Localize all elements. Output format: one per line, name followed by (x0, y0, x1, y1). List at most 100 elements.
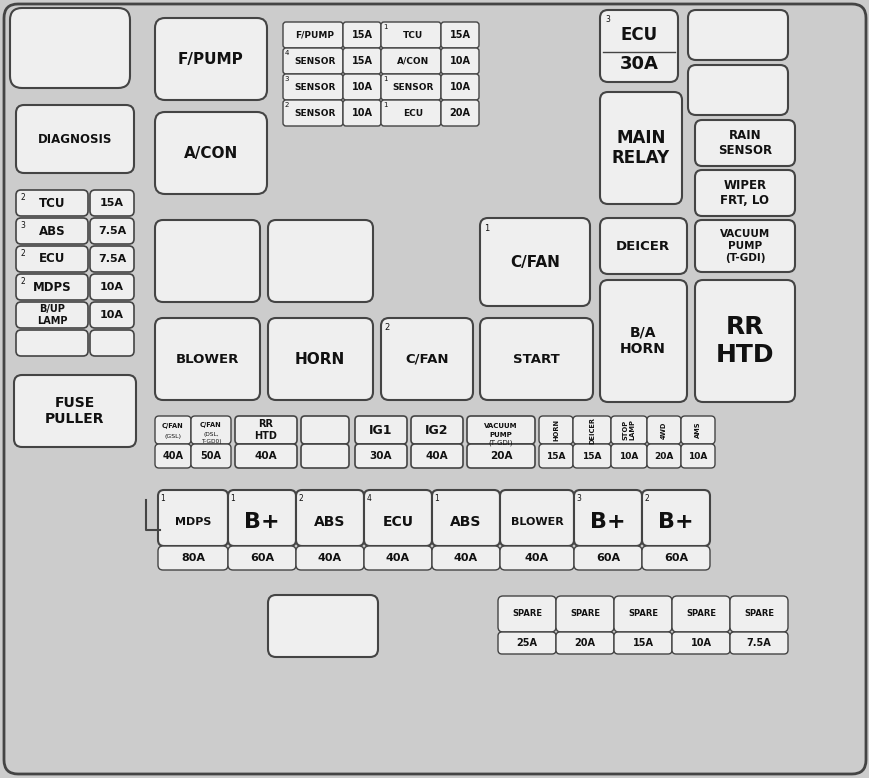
Text: HORN: HORN (553, 419, 559, 441)
FancyBboxPatch shape (671, 632, 729, 654)
FancyBboxPatch shape (16, 274, 88, 300)
Text: 40A: 40A (163, 451, 183, 461)
Text: 1: 1 (382, 24, 387, 30)
Text: FUSE
PULLER: FUSE PULLER (45, 396, 104, 426)
FancyBboxPatch shape (282, 74, 342, 100)
Text: 15A: 15A (100, 198, 124, 208)
Text: 1: 1 (434, 493, 439, 503)
Text: VACUUM: VACUUM (484, 423, 517, 429)
FancyBboxPatch shape (16, 330, 88, 356)
Text: WIPER
FRT, LO: WIPER FRT, LO (720, 179, 768, 207)
FancyBboxPatch shape (680, 416, 714, 444)
FancyBboxPatch shape (432, 546, 500, 570)
Text: 30A: 30A (619, 55, 658, 73)
FancyBboxPatch shape (729, 596, 787, 632)
Text: 7.5A: 7.5A (97, 254, 126, 264)
FancyBboxPatch shape (694, 220, 794, 272)
Text: IG1: IG1 (368, 423, 392, 436)
Text: ABS: ABS (38, 225, 65, 237)
FancyBboxPatch shape (497, 596, 555, 632)
Text: F/PUMP: F/PUMP (295, 30, 334, 40)
Text: IG2: IG2 (425, 423, 448, 436)
FancyBboxPatch shape (441, 48, 479, 74)
FancyBboxPatch shape (573, 416, 610, 444)
FancyBboxPatch shape (158, 546, 228, 570)
Text: PUMP: PUMP (489, 432, 512, 438)
FancyBboxPatch shape (600, 92, 681, 204)
FancyBboxPatch shape (410, 416, 462, 444)
Text: 30A: 30A (369, 451, 392, 461)
Text: 15A: 15A (632, 638, 653, 648)
FancyBboxPatch shape (228, 490, 295, 546)
Text: 15A: 15A (449, 30, 470, 40)
Text: 2: 2 (21, 248, 25, 258)
Text: SPARE: SPARE (627, 609, 657, 619)
Text: 15A: 15A (581, 451, 601, 461)
Text: 40A: 40A (454, 553, 477, 563)
FancyBboxPatch shape (191, 416, 231, 444)
Text: 7.5A: 7.5A (746, 638, 771, 648)
Text: 1: 1 (382, 76, 387, 82)
FancyBboxPatch shape (191, 444, 231, 468)
FancyBboxPatch shape (301, 416, 348, 444)
Text: B/UP
LAMP: B/UP LAMP (36, 304, 67, 326)
Text: 4: 4 (366, 493, 371, 503)
Text: SPARE: SPARE (686, 609, 715, 619)
Text: 40A: 40A (386, 553, 409, 563)
Text: 60A: 60A (249, 553, 274, 563)
FancyBboxPatch shape (497, 632, 555, 654)
FancyBboxPatch shape (539, 444, 573, 468)
Text: SPARE: SPARE (743, 609, 773, 619)
Text: T-GD0): T-GD0) (201, 439, 221, 443)
FancyBboxPatch shape (355, 416, 407, 444)
Text: (T-GDI): (T-GDI) (488, 440, 513, 447)
FancyBboxPatch shape (671, 596, 729, 632)
FancyBboxPatch shape (155, 220, 260, 302)
Text: 3: 3 (21, 220, 25, 230)
Text: 10A: 10A (100, 310, 124, 320)
Text: F/PUMP: F/PUMP (178, 51, 243, 66)
Text: 10A: 10A (351, 82, 372, 92)
FancyBboxPatch shape (282, 100, 342, 126)
Text: HORN: HORN (295, 352, 345, 366)
Text: 2: 2 (644, 493, 648, 503)
FancyBboxPatch shape (363, 546, 432, 570)
Text: C/FAN: C/FAN (405, 352, 448, 366)
FancyBboxPatch shape (687, 65, 787, 115)
FancyBboxPatch shape (342, 48, 381, 74)
Text: ECU: ECU (402, 108, 422, 117)
Text: 15A: 15A (351, 30, 372, 40)
Text: TCU: TCU (39, 197, 65, 209)
Text: 10A: 10A (449, 56, 470, 66)
Text: A/CON: A/CON (396, 57, 428, 65)
FancyBboxPatch shape (600, 280, 687, 402)
FancyBboxPatch shape (158, 490, 228, 546)
Text: B+: B+ (589, 512, 625, 532)
Text: DIAGNOSIS: DIAGNOSIS (37, 132, 112, 145)
Text: TCU: TCU (402, 30, 422, 40)
Text: 40A: 40A (425, 451, 448, 461)
FancyBboxPatch shape (16, 246, 88, 272)
Text: B+: B+ (658, 512, 693, 532)
FancyBboxPatch shape (500, 546, 574, 570)
FancyBboxPatch shape (729, 632, 787, 654)
FancyBboxPatch shape (381, 318, 473, 400)
Text: B/A
HORN: B/A HORN (620, 326, 665, 356)
Text: START: START (512, 352, 559, 366)
Text: SENSOR: SENSOR (294, 57, 335, 65)
Text: 2: 2 (298, 493, 303, 503)
Text: 10A: 10A (690, 638, 711, 648)
FancyBboxPatch shape (228, 546, 295, 570)
Text: C/FAN: C/FAN (509, 254, 560, 269)
Text: SPARE: SPARE (512, 609, 541, 619)
Text: 7.5A: 7.5A (97, 226, 126, 236)
FancyBboxPatch shape (235, 416, 296, 444)
Text: 25A: 25A (516, 638, 537, 648)
FancyBboxPatch shape (90, 190, 134, 216)
FancyBboxPatch shape (600, 218, 687, 274)
Text: 60A: 60A (595, 553, 620, 563)
Text: C/FAN: C/FAN (200, 422, 222, 428)
Text: 40A: 40A (524, 553, 548, 563)
Text: (GSL): (GSL) (164, 433, 182, 439)
FancyBboxPatch shape (342, 100, 381, 126)
